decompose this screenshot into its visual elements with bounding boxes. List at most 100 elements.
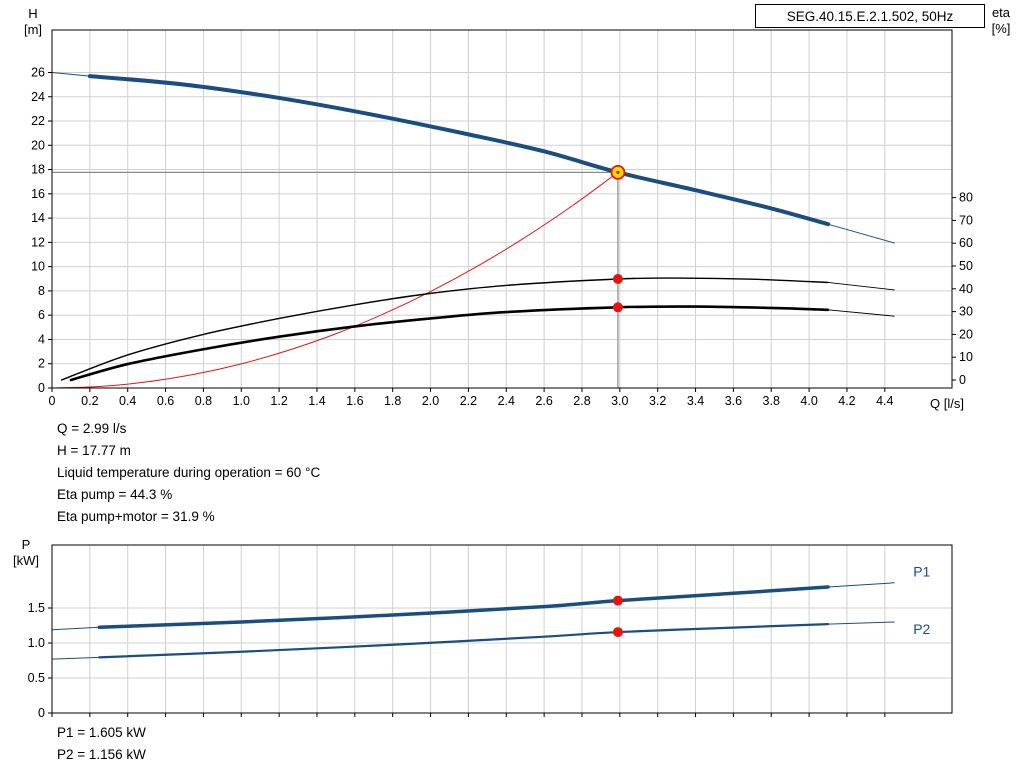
- tick-label: 1.6: [346, 394, 363, 408]
- hq-curve-lead: [51, 71, 91, 77]
- eta-pump-motor-curve: [69, 305, 830, 382]
- tick-label: 40: [959, 282, 973, 296]
- q-readout: Q = 2.99 l/s: [57, 421, 127, 436]
- eta-pump-curve: [60, 277, 829, 381]
- power-chart: 0 0.5 1.0 1.5 P1 P2: [28, 544, 953, 720]
- q-axis-label: Q [l/s]: [930, 396, 964, 411]
- h-axis-label: H [m]: [16, 6, 50, 38]
- p1-point: [612, 595, 623, 606]
- p1-curve: [97, 585, 830, 629]
- tick-label: 10: [31, 260, 45, 274]
- duty-point[interactable]: [610, 164, 626, 180]
- tick-label: 4.4: [876, 394, 893, 408]
- tick-label: 0.2: [81, 394, 98, 408]
- power-readout: P1 = 1.605 kW P2 = 1.156 kW: [57, 722, 146, 766]
- p1-curve-lead: [51, 626, 100, 631]
- h-axis-symbol: H: [28, 6, 38, 21]
- pump-name: SEG.40.15.E.2.1.502, 50Hz: [786, 8, 954, 24]
- p1-curve-label: P1: [913, 564, 930, 580]
- p2-readout: P2 = 1.156 kW: [57, 747, 146, 762]
- hq-curve-tail: [827, 223, 895, 244]
- hq-eta-chart: 0 0.2 0.4 0.6 0.8 1.0 1.2 1.4 1.6 1.8 2.0 2.2 2.4 2.6…: [31, 29, 973, 408]
- axis-ticks: [48, 607, 886, 717]
- tick-label: 0: [38, 381, 45, 395]
- tick-label: 6: [38, 308, 45, 322]
- p2-point: [612, 627, 623, 638]
- p-axis-unit: [kW]: [13, 553, 39, 568]
- tick-label: 4.2: [838, 394, 855, 408]
- tick-label: 0: [959, 373, 966, 387]
- eta-pump-point: [612, 274, 623, 284]
- duty-point-readout: Q = 2.99 l/s H = 17.77 m Liquid temperat…: [57, 418, 320, 528]
- p2-curve: [98, 623, 830, 659]
- tick-label: 20: [959, 327, 973, 341]
- eta-axis-label: eta [%]: [982, 5, 1020, 37]
- p2-curve-label: P2: [913, 621, 930, 637]
- axis-ticks: [48, 71, 956, 392]
- h-readout: H = 17.77 m: [57, 443, 131, 458]
- tick-label: 3.0: [611, 394, 628, 408]
- tick-label: 2.6: [535, 394, 552, 408]
- tick-label: 2.0: [422, 394, 439, 408]
- tick-label: 1.0: [233, 394, 250, 408]
- tick-label: 20: [31, 138, 45, 152]
- tick-label: 50: [959, 259, 973, 273]
- system-curve: [51, 171, 619, 389]
- tick-label: 0.4: [119, 394, 136, 408]
- tick-label: 16: [31, 187, 45, 201]
- eta-pump-motor-curve-tail: [827, 309, 895, 317]
- tick-label: 14: [31, 211, 45, 225]
- tick-label: 30: [959, 305, 973, 319]
- tick-labels: 0 0.2 0.4 0.6 0.8 1.0 1.2 1.4 1.6 1.8 2.0 2.2 2.4 2.6…: [31, 65, 973, 408]
- tick-label: 4.0: [800, 394, 817, 408]
- tick-label: 24: [31, 90, 45, 104]
- eta-pump-motor-readout: Eta pump+motor = 31.9 %: [57, 509, 215, 524]
- p2-curve-tail: [827, 621, 895, 625]
- tick-label: 10: [959, 350, 973, 364]
- tick-label: 3.2: [649, 394, 666, 408]
- tick-label: 2.4: [498, 394, 515, 408]
- tick-label: 1.8: [384, 394, 401, 408]
- tick-label: 2: [38, 357, 45, 371]
- tick-label: 0.5: [28, 671, 45, 685]
- eta-axis-unit: [%]: [991, 21, 1011, 36]
- p1-curve-tail: [827, 582, 895, 588]
- eta-pump-motor-point: [612, 302, 623, 313]
- tick-label: 80: [959, 191, 973, 205]
- tick-label: 0: [38, 706, 45, 720]
- tick-label: 0.8: [195, 394, 212, 408]
- tick-label: 22: [31, 114, 45, 128]
- hq-curve: [87, 74, 831, 227]
- tick-label: 4: [38, 332, 45, 346]
- temperature-readout: Liquid temperature during operation = 60…: [57, 465, 321, 480]
- tick-label: 2.8: [573, 394, 590, 408]
- eta-pump-readout: Eta pump = 44.3 %: [57, 487, 173, 502]
- tick-label: 0: [49, 394, 56, 408]
- tick-label: 1.4: [308, 394, 325, 408]
- tick-label: 1.5: [28, 601, 45, 615]
- tick-label: 2.2: [460, 394, 477, 408]
- tick-label: 1.2: [270, 394, 287, 408]
- tick-label: 18: [31, 163, 45, 177]
- p2-curve-lead: [51, 656, 100, 660]
- tick-labels: 0 0.5 1.0 1.5: [28, 601, 45, 720]
- grid-lines: [52, 545, 952, 713]
- eta-axis-symbol: eta: [991, 5, 1011, 20]
- tick-label: 8: [38, 284, 45, 298]
- tick-label: 3.8: [763, 394, 780, 408]
- plot-frame: [51, 544, 953, 714]
- tick-label: 12: [31, 235, 45, 249]
- tick-label: 60: [959, 236, 973, 250]
- p1-readout: P1 = 1.605 kW: [57, 725, 146, 740]
- eta-pump-curve-tail: [827, 281, 895, 291]
- tick-label: 3.4: [687, 394, 704, 408]
- tick-label: 1.0: [28, 636, 45, 650]
- pump-name-box: SEG.40.15.E.2.1.502, 50Hz: [755, 4, 985, 28]
- tick-label: 70: [959, 213, 973, 227]
- p-axis-symbol: P: [21, 537, 31, 552]
- h-axis-unit: [m]: [23, 22, 43, 37]
- tick-label: 0.6: [157, 394, 174, 408]
- p-axis-label: P [kW]: [6, 537, 46, 569]
